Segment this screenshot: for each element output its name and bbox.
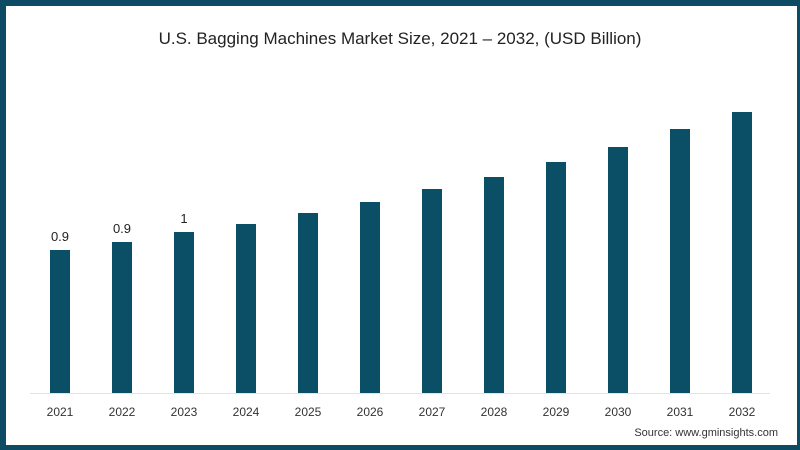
- bar-2031: [670, 129, 690, 393]
- bar-2024: [236, 224, 256, 393]
- x-tick-label: 2024: [232, 405, 260, 419]
- data-label: 0.9: [50, 229, 70, 244]
- bar-2030: [608, 147, 628, 393]
- bar-2022: [112, 242, 132, 393]
- x-tick-label: 2023: [170, 405, 198, 419]
- data-label: 1: [180, 211, 188, 226]
- bar-2023: [174, 232, 194, 393]
- bar-2021: [50, 250, 70, 393]
- bar-2027: [422, 189, 442, 393]
- x-tick-label: 2021: [46, 405, 74, 419]
- bar-2028: [484, 177, 504, 393]
- bar-2032: [732, 112, 752, 393]
- x-tick-label: 2029: [542, 405, 570, 419]
- source-note: Source: www.gminsights.com: [634, 427, 778, 439]
- x-axis-baseline: [30, 393, 770, 394]
- x-tick-label: 2032: [728, 405, 756, 419]
- x-tick-label: 2026: [356, 405, 384, 419]
- x-tick-label: 2030: [604, 405, 632, 419]
- x-tick-label: 2022: [108, 405, 136, 419]
- x-tick-label: 2027: [418, 405, 446, 419]
- chart-title: U.S. Bagging Machines Market Size, 2021 …: [158, 29, 642, 48]
- x-tick-label: 2025: [294, 405, 322, 419]
- x-tick-label: 2031: [666, 405, 694, 419]
- bar-2026: [360, 202, 380, 393]
- data-label: 0.9: [112, 221, 132, 236]
- bar-2029: [546, 162, 566, 393]
- x-tick-label: 2028: [480, 405, 508, 419]
- bar-2025: [298, 213, 318, 393]
